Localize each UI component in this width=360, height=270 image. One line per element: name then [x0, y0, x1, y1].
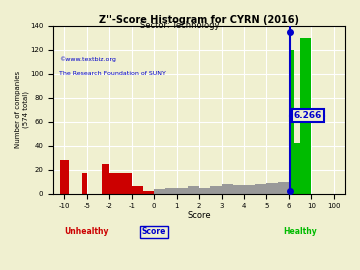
Bar	[109, 173, 132, 194]
Bar	[221, 188, 227, 194]
Bar	[177, 189, 182, 194]
Bar	[193, 190, 199, 194]
Bar	[233, 185, 244, 194]
Bar	[188, 189, 193, 194]
Bar	[278, 182, 289, 194]
Bar	[255, 189, 261, 194]
X-axis label: Score: Score	[187, 211, 211, 220]
Bar	[102, 164, 109, 194]
Bar	[300, 38, 311, 194]
Bar	[210, 189, 216, 194]
Text: 6.266: 6.266	[294, 111, 322, 120]
Bar	[143, 191, 154, 194]
Bar	[244, 185, 255, 194]
Text: Unhealthy: Unhealthy	[64, 227, 109, 236]
Bar	[154, 191, 160, 194]
Bar	[188, 186, 199, 194]
Bar	[294, 143, 300, 194]
Bar	[160, 190, 165, 194]
Bar	[210, 186, 221, 194]
Bar	[165, 190, 171, 194]
Text: ©www.textbiz.org: ©www.textbiz.org	[59, 56, 116, 62]
Bar	[82, 173, 87, 194]
Bar	[165, 188, 177, 194]
Text: Sector: Technology: Sector: Technology	[140, 21, 220, 30]
Text: Healthy: Healthy	[283, 227, 317, 236]
Bar	[154, 189, 165, 194]
Bar	[182, 190, 188, 194]
Bar	[60, 160, 69, 194]
Bar	[199, 189, 205, 194]
Bar	[289, 50, 294, 194]
Text: Score: Score	[142, 227, 166, 236]
Bar	[171, 190, 177, 194]
Bar	[132, 186, 143, 194]
Bar	[221, 184, 233, 194]
Y-axis label: Number of companies
(574 total): Number of companies (574 total)	[15, 71, 28, 148]
Bar	[177, 188, 188, 194]
Bar	[266, 183, 278, 194]
Title: Z''-Score Histogram for CYRN (2016): Z''-Score Histogram for CYRN (2016)	[99, 15, 299, 25]
Text: The Research Foundation of SUNY: The Research Foundation of SUNY	[59, 71, 166, 76]
Bar	[199, 188, 210, 194]
Bar	[233, 189, 238, 194]
Bar	[255, 184, 266, 194]
Bar	[244, 188, 249, 194]
